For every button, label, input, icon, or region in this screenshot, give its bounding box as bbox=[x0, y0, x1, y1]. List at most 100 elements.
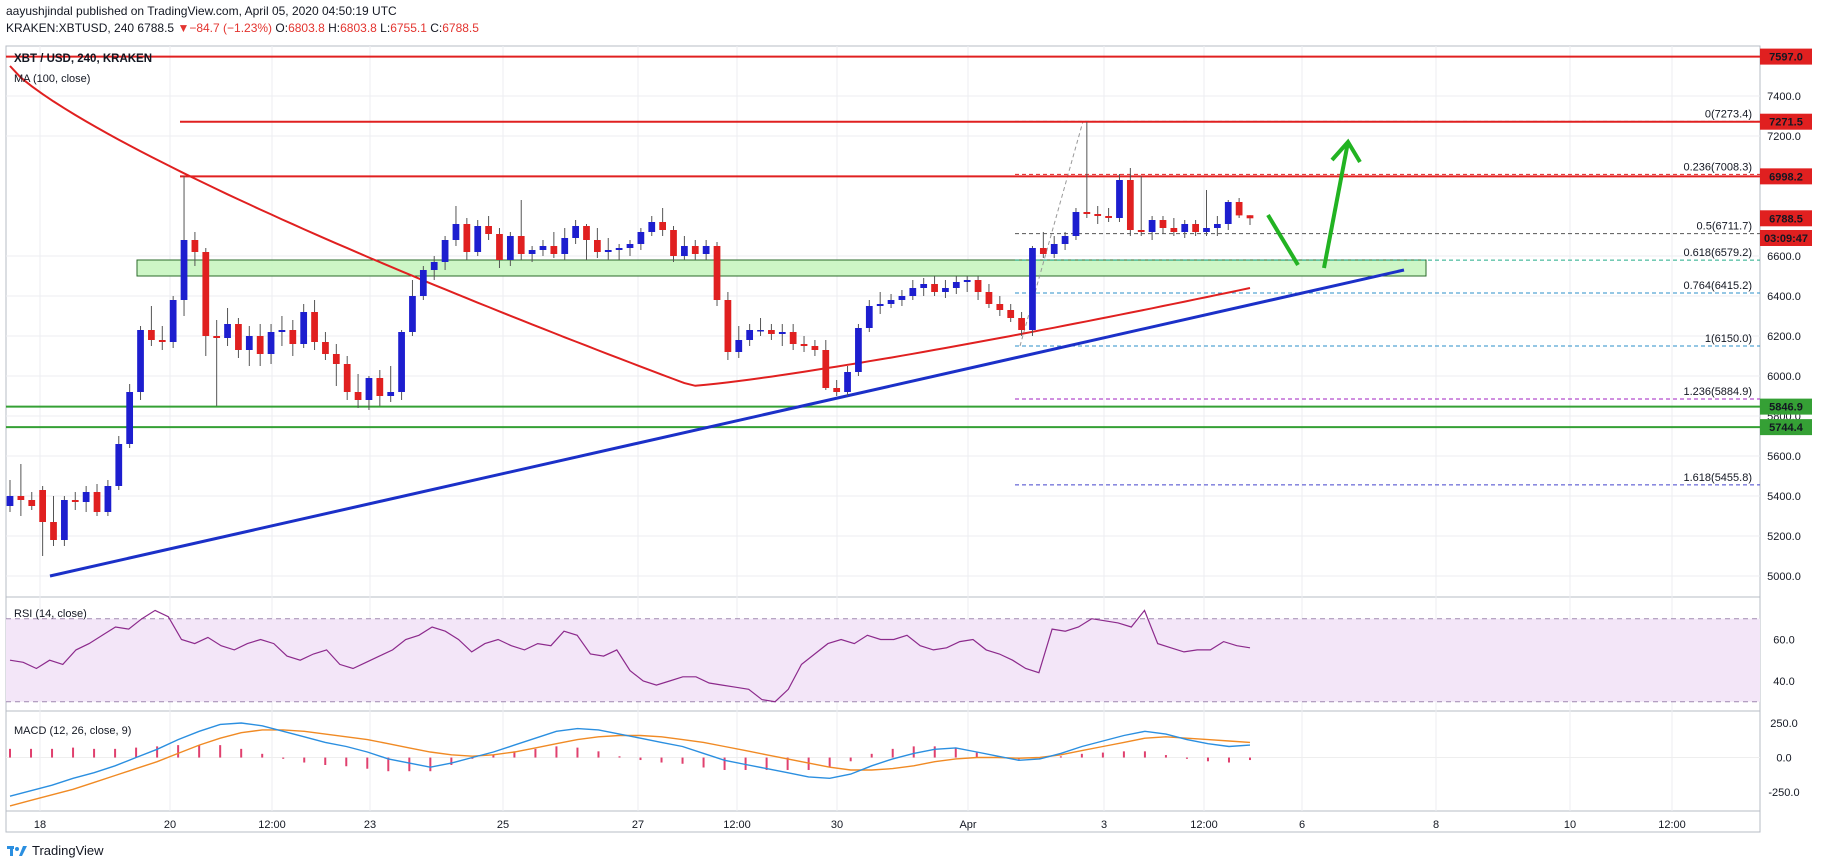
candle-body bbox=[561, 238, 569, 254]
price-axis-tag-label: 7597.0 bbox=[1769, 52, 1803, 64]
candle-body bbox=[1137, 230, 1145, 232]
candle-body bbox=[1116, 180, 1123, 218]
y-tick-label: 5600.0 bbox=[1767, 451, 1801, 463]
candle-body bbox=[963, 280, 971, 282]
candle-body bbox=[604, 250, 612, 252]
fib-level-label: 0(7273.4) bbox=[1705, 108, 1752, 120]
candle-body bbox=[169, 300, 177, 342]
candle-body bbox=[191, 240, 199, 252]
price-axis-tag bbox=[1760, 113, 1812, 130]
x-tick-label: 25 bbox=[497, 819, 509, 831]
rsi-y-tick-label: 60.0 bbox=[1773, 634, 1794, 646]
candle-body bbox=[343, 364, 351, 392]
macd-y-tick-label: 0.0 bbox=[1776, 753, 1791, 765]
candle-body bbox=[398, 332, 405, 392]
candle-body bbox=[974, 280, 982, 292]
candle-body bbox=[180, 240, 188, 300]
candle-body bbox=[931, 284, 938, 292]
candle-body bbox=[1159, 220, 1167, 228]
candle-body bbox=[289, 330, 297, 344]
candle-body bbox=[855, 328, 862, 372]
candle-body bbox=[1007, 310, 1015, 318]
x-tick-label: 27 bbox=[632, 819, 644, 831]
candle-body bbox=[506, 236, 514, 260]
price-axis-tag bbox=[1760, 210, 1812, 227]
candle-body bbox=[952, 282, 960, 288]
price-axis-tag bbox=[1760, 48, 1812, 65]
chart-frame bbox=[5, 45, 1761, 833]
tradingview-brand[interactable]: TradingView bbox=[6, 843, 104, 858]
candle-body bbox=[659, 222, 667, 230]
candle-body bbox=[876, 304, 884, 306]
x-tick-label: 12:00 bbox=[1190, 819, 1218, 831]
chart-title: XBT / USD, 240, KRAKEN bbox=[14, 53, 152, 65]
price-pane[interactable]: 0(7273.4) 0.236(7008.3) 0.5(6711.7) 0.618(6… bbox=[6, 55, 1760, 578]
support-zone bbox=[136, 259, 1427, 277]
x-tick-label: 20 bbox=[164, 819, 176, 831]
candle-body bbox=[6, 496, 14, 506]
macd-signal-line bbox=[9, 729, 1251, 807]
candle-body bbox=[626, 244, 634, 248]
candle-body bbox=[267, 332, 275, 354]
candle-body bbox=[213, 336, 221, 338]
ma-legend: MA (100, close) bbox=[14, 73, 90, 85]
candle-body bbox=[778, 332, 786, 334]
candle-body bbox=[735, 340, 743, 352]
candle-body bbox=[996, 304, 1004, 310]
candle-body bbox=[768, 330, 775, 334]
candle-body bbox=[115, 444, 123, 486]
fib-level-label: 1(6150.0) bbox=[1705, 333, 1752, 345]
candle-body bbox=[746, 330, 754, 340]
x-tick-label: Apr bbox=[959, 819, 976, 831]
price-axis-tag bbox=[1760, 419, 1812, 436]
candle-body bbox=[757, 330, 764, 332]
candle-body bbox=[224, 324, 231, 338]
y-tick-label: 7200.0 bbox=[1767, 131, 1801, 143]
candle-body bbox=[17, 496, 25, 500]
candle-body bbox=[158, 340, 166, 342]
rsi-line bbox=[9, 609, 1251, 703]
candle-body bbox=[1061, 236, 1069, 244]
y-tick-label: 5000.0 bbox=[1767, 571, 1801, 583]
candle-body bbox=[702, 246, 710, 254]
candle-body bbox=[517, 236, 525, 254]
candle-body bbox=[28, 500, 36, 506]
x-tick-label: 6 bbox=[1299, 819, 1305, 831]
candle-body bbox=[235, 324, 242, 350]
ohlc-low: 6755.1 bbox=[390, 21, 427, 35]
candle-body bbox=[1083, 212, 1091, 214]
candle-body bbox=[942, 288, 949, 292]
projection-down-arrow bbox=[1266, 213, 1300, 267]
x-tick-label: 12:00 bbox=[1658, 819, 1686, 831]
candle-body bbox=[681, 246, 688, 256]
candle-body bbox=[1050, 244, 1058, 254]
macd-line bbox=[9, 722, 1251, 797]
publisher-line: aayushjindal published on TradingView.co… bbox=[6, 4, 397, 18]
ohlc-close: 6788.5 bbox=[442, 21, 479, 35]
candle-body bbox=[583, 226, 590, 240]
candle-body bbox=[419, 270, 427, 296]
candle-body bbox=[1105, 216, 1112, 218]
candle-body bbox=[82, 492, 90, 502]
candle-body bbox=[430, 262, 438, 270]
candle-body bbox=[1029, 248, 1036, 330]
ohlc-high-label: H: bbox=[328, 21, 341, 35]
candle-body bbox=[452, 224, 460, 240]
candle-body bbox=[474, 226, 482, 252]
price-axis-tag-label: 6998.2 bbox=[1769, 171, 1803, 183]
macd-pane[interactable] bbox=[6, 722, 1760, 807]
price-change: −84.7 (−1.23%) bbox=[189, 21, 273, 35]
rsi-y-tick-label: 40.0 bbox=[1773, 676, 1794, 688]
candle-body bbox=[1203, 228, 1210, 232]
rsi-title: RSI (14, close) bbox=[14, 608, 87, 620]
candle-body bbox=[1235, 202, 1243, 216]
projection-arrowhead bbox=[1330, 138, 1362, 164]
macd-title: MACD (12, 26, close, 9) bbox=[14, 725, 131, 737]
macd-y-tick-label: 250.0 bbox=[1770, 718, 1798, 730]
rsi-pane[interactable] bbox=[6, 609, 1760, 703]
projection-up-arrow bbox=[1322, 141, 1350, 269]
candle-body bbox=[256, 336, 264, 354]
fib-level-label: 1.236(5884.9) bbox=[1684, 386, 1753, 398]
candle-body bbox=[637, 232, 645, 244]
